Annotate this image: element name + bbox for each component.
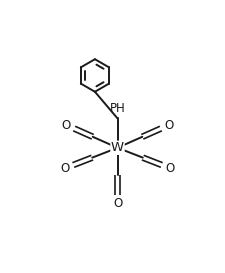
Text: O: O bbox=[163, 118, 173, 132]
Text: PH: PH bbox=[109, 102, 125, 115]
Text: O: O bbox=[112, 197, 122, 210]
Text: O: O bbox=[164, 162, 174, 175]
Text: W: W bbox=[110, 141, 124, 154]
Text: O: O bbox=[60, 162, 70, 175]
Text: O: O bbox=[61, 118, 71, 132]
